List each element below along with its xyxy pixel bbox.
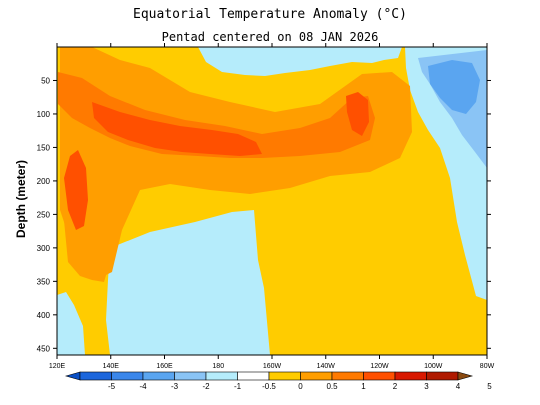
anomaly-region-cold-surface (198, 47, 402, 76)
colorbar-label: 4 (456, 382, 461, 391)
anomaly-region-warm-core-west (64, 150, 88, 230)
x-tick-label: 160W (263, 363, 282, 370)
colorbar-label: -5 (108, 382, 116, 391)
colorbar: -5 -4 -3 -2 -1 -0.5 0 0.5 1 2 3 4 5 (64, 371, 492, 391)
y-tick-label: 150 (37, 143, 51, 152)
y-tick-label: 50 (41, 76, 50, 85)
colorbar-label: -3 (171, 382, 179, 391)
anomaly-region-warm-core (92, 102, 262, 156)
anomaly-region-cold-east-core (428, 60, 480, 114)
colorbar-swatch (426, 371, 459, 381)
y-tick-label: 300 (37, 244, 51, 253)
x-tick-label: 100W (424, 363, 443, 370)
colorbar-label: 2 (393, 382, 398, 391)
colorbar-swatch (174, 371, 207, 381)
x-axis: 120E 140E 160E 180 160W 140W 120W 100W 80W (49, 43, 495, 370)
anomaly-region-cold-west (57, 292, 85, 355)
anomaly-region-cold-central (106, 210, 270, 355)
colorbar-swatch (79, 371, 112, 381)
y-tick-label: 100 (37, 110, 51, 119)
colorbar-label: -0.5 (262, 382, 276, 391)
colorbar-swatch (300, 371, 333, 381)
chart-title: Equatorial Temperature Anomaly (°C) (133, 7, 407, 22)
colorbar-label: 5 (487, 382, 492, 391)
colorbar-swatch (205, 371, 238, 381)
x-tick-label: 180 (212, 363, 224, 370)
colorbar-swatch (237, 371, 270, 381)
colorbar-swatch (394, 371, 427, 381)
colorbar-label: 0 (298, 382, 303, 391)
colorbar-label: -1 (234, 382, 242, 391)
colorbar-swatch (111, 371, 144, 381)
colorbar-label: 1 (361, 382, 366, 391)
y-tick-label: 400 (37, 311, 51, 320)
colorbar-right-arrow (457, 371, 474, 381)
chart-subtitle: Pentad centered on 08 JAN 2026 (161, 30, 379, 44)
colorbar-swatch (142, 371, 175, 381)
y-axis: 50 100 150 200 250 300 350 400 450 (37, 76, 491, 353)
colorbar-left-arrow (64, 371, 81, 381)
colorbar-label: 0.5 (326, 382, 338, 391)
x-tick-label: 160E (156, 363, 173, 370)
colorbar-label: -4 (139, 382, 147, 391)
colorbar-swatch (331, 371, 364, 381)
anomaly-region-warm-upper (60, 47, 412, 278)
x-tick-label: 80W (480, 363, 495, 370)
x-tick-label: 120W (370, 363, 389, 370)
colorbar-label: -2 (202, 382, 210, 391)
y-tick-label: 450 (37, 344, 51, 353)
x-tick-label: 140W (317, 363, 336, 370)
x-tick-label: 120E (49, 363, 66, 370)
colorbar-swatch (363, 371, 396, 381)
y-tick-label: 350 (37, 277, 51, 286)
y-tick-label: 250 (37, 210, 51, 219)
x-tick-label: 140E (103, 363, 120, 370)
y-tick-label: 200 (37, 177, 51, 186)
colorbar-label: 3 (424, 382, 429, 391)
plot-area (57, 47, 487, 355)
anomaly-region-warm-core-east (346, 92, 369, 136)
colorbar-swatch (268, 371, 301, 381)
